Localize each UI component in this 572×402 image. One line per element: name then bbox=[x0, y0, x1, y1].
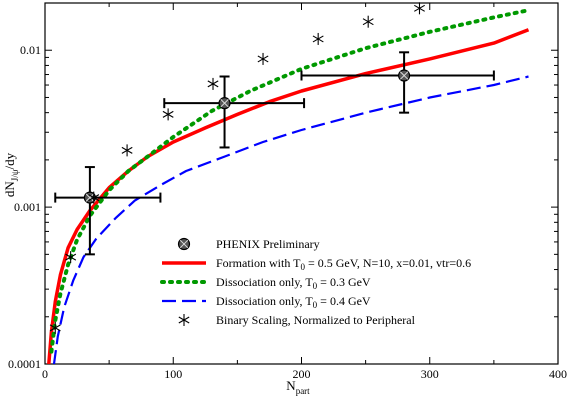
x-tick-label: 100 bbox=[164, 367, 182, 381]
phenix-point bbox=[83, 191, 96, 204]
axis-ticks: 0 100 200 300 400 0.0001 0.001 0.01 bbox=[8, 2, 567, 381]
x-axis-label: Npart bbox=[286, 378, 310, 396]
legend-label: PHENIX Preliminary bbox=[216, 237, 320, 251]
legend-label: Dissociation only, T0 = 0.3 GeV bbox=[216, 275, 371, 291]
legend: PHENIX Preliminary Formation with T0 = 0.… bbox=[160, 237, 471, 327]
y-tick-label: 0.01 bbox=[20, 43, 41, 57]
binary-point bbox=[121, 144, 133, 157]
legend-item-formation: Formation with T0 = 0.5 GeV, N=10, x=0.0… bbox=[162, 256, 471, 272]
phenix-error-bar bbox=[163, 75, 306, 149]
binary-point bbox=[257, 52, 269, 65]
binary-point bbox=[162, 108, 174, 121]
y-axis-label-sub: J/ψ bbox=[10, 169, 20, 181]
phenix-error-bar bbox=[300, 51, 495, 114]
phenix-error-bar bbox=[54, 166, 162, 256]
series-layer bbox=[47, 8, 531, 364]
y-tick-label: 0.001 bbox=[14, 200, 41, 214]
binary-point bbox=[49, 321, 61, 334]
legend-item-phenix: PHENIX Preliminary bbox=[177, 237, 320, 251]
legend-item-binary: Binary Scaling, Normalized to Peripheral bbox=[178, 313, 416, 327]
legend-label: Formation with T0 = 0.5 GeV, N=10, x=0.0… bbox=[216, 256, 471, 272]
points-layer bbox=[49, 2, 495, 334]
binary-point bbox=[362, 15, 374, 28]
legend-item-dissoc03: Dissociation only, T0 = 0.3 GeV bbox=[160, 275, 371, 291]
legend-label: Dissociation only, T0 = 0.4 GeV bbox=[216, 294, 371, 310]
binary-point bbox=[414, 2, 425, 15]
binary-point bbox=[207, 77, 219, 90]
plot-frame bbox=[44, 2, 559, 365]
binary-point bbox=[65, 251, 77, 264]
legend-label: Binary Scaling, Normalized to Peripheral bbox=[216, 313, 416, 327]
phenix-point bbox=[218, 97, 231, 110]
series-line-dissoc03 bbox=[49, 8, 531, 354]
binary-point bbox=[88, 191, 100, 204]
x-tick-label: 400 bbox=[549, 367, 567, 381]
phenix-point bbox=[398, 69, 411, 82]
legend-item-dissoc04: Dissociation only, T0 = 0.4 GeV bbox=[162, 294, 371, 310]
x-tick-label: 300 bbox=[421, 367, 439, 381]
x-axis-label-sub: part bbox=[296, 386, 310, 396]
x-tick-label: 200 bbox=[293, 367, 311, 381]
y-tick-label: 0.0001 bbox=[8, 357, 41, 371]
binary-point bbox=[312, 32, 324, 45]
legend-swatch-binary bbox=[178, 314, 190, 326]
y-axis-label: dNJ/ψ/dy bbox=[2, 152, 20, 197]
x-tick-label: 0 bbox=[42, 367, 48, 381]
legend-swatch-phenix bbox=[177, 237, 191, 251]
